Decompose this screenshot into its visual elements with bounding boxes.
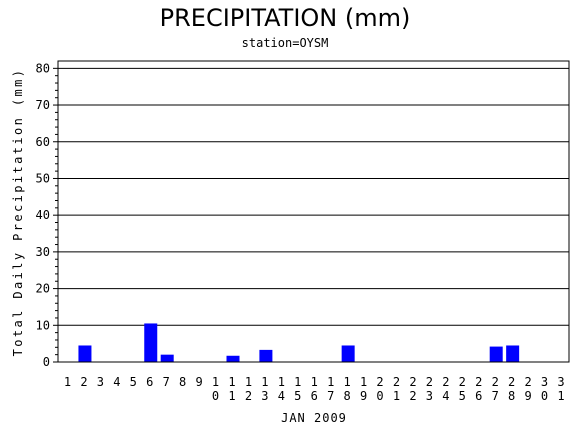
y-tick-label: 10 [36,318,50,332]
x-tick-label: 3 [97,375,104,389]
y-tick-label: 50 [36,171,50,185]
y-tick-label: 20 [36,282,50,296]
y-tick-label: 80 [36,61,50,75]
bar-day-2 [78,345,92,362]
x-tick-label: 7 [163,375,170,389]
x-axis-label: JAN 2009 [281,411,347,425]
x-tick-label: 5 [130,375,137,389]
x-tick-label: 9 [195,375,202,389]
x-tick-label: 4 [113,375,120,389]
y-tick-label: 70 [36,98,50,112]
x-tick-label: 2 [80,375,87,389]
chart-subtitle: station=OYSM [241,36,329,50]
y-axis-label: Total Daily Precipitation (mm) [11,68,25,357]
bar-day-13 [259,349,273,362]
x-tick-label: 1 [64,375,71,389]
y-axis-ticks: 0 10 20 30 40 50 60 70 80 [36,61,58,369]
bar-day-6 [144,323,158,362]
x-tick-label: 8 [179,375,186,389]
y-tick-label: 0 [43,355,50,369]
y-tick-label: 40 [36,208,50,222]
y-tick-label: 60 [36,135,50,149]
bar-day-27 [489,346,503,362]
x-axis-ticks: 1 2 3 4 5 6 7 8 9 1 01 11 21 31 41 51 61 71 81 92 02 12 22 32 42… [64,375,565,403]
bar-day-18 [341,345,355,362]
bar-day-28 [506,345,520,362]
plot-frame [57,60,570,363]
chart-title: PRECIPITATION (mm) [159,4,411,32]
y-tick-label: 30 [36,245,50,259]
grid-lines [58,67,569,326]
x-tick-label: 6 [146,375,153,389]
bars-group [78,323,520,362]
bar-day-11 [226,355,240,362]
bar-day-7 [160,354,174,362]
